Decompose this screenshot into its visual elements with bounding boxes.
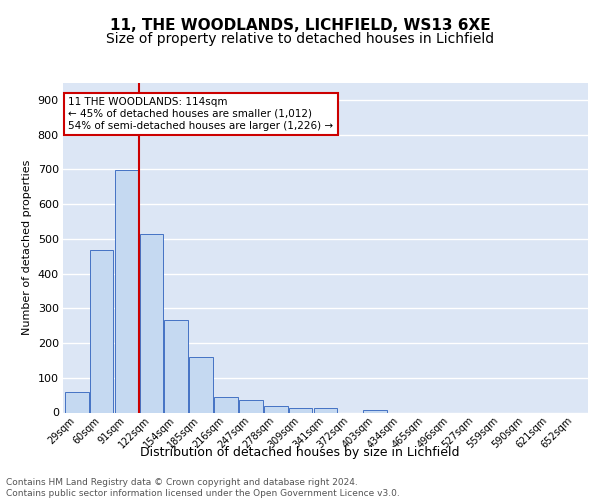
Bar [239,400,263,412]
Bar [65,392,89,412]
Y-axis label: Number of detached properties: Number of detached properties [22,160,32,335]
Text: Size of property relative to detached houses in Lichfield: Size of property relative to detached ho… [106,32,494,46]
Bar [289,408,313,412]
Bar [189,357,213,412]
Bar [264,406,287,412]
Bar [115,170,138,412]
Bar [364,410,387,412]
Bar [314,408,337,412]
Bar [164,320,188,412]
Text: 11 THE WOODLANDS: 114sqm
← 45% of detached houses are smaller (1,012)
54% of sem: 11 THE WOODLANDS: 114sqm ← 45% of detach… [68,98,334,130]
Bar [140,234,163,412]
Text: Distribution of detached houses by size in Lichfield: Distribution of detached houses by size … [140,446,460,459]
Bar [214,396,238,412]
Bar [90,250,113,412]
Text: 11, THE WOODLANDS, LICHFIELD, WS13 6XE: 11, THE WOODLANDS, LICHFIELD, WS13 6XE [110,18,490,32]
Text: Contains HM Land Registry data © Crown copyright and database right 2024.
Contai: Contains HM Land Registry data © Crown c… [6,478,400,498]
